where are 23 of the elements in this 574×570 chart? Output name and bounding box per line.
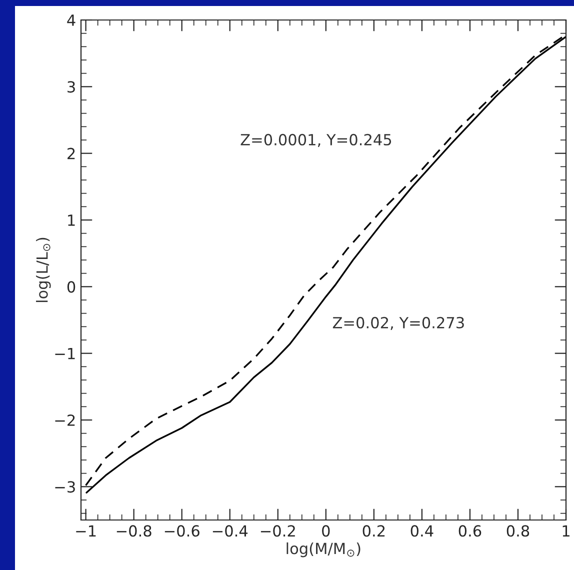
x-tick-label: −0.8 — [116, 525, 152, 537]
x-tick-label: 0.6 — [458, 525, 482, 537]
y-tick-label: 1 — [68, 214, 75, 226]
y-tick-label: −1 — [55, 348, 75, 360]
x-tick-label: 0.4 — [410, 525, 434, 537]
x-tick-label: 0.2 — [362, 525, 385, 537]
x-tick-label: 0.8 — [506, 525, 530, 537]
y-tick-label: 4 — [67, 14, 76, 26]
annotation: Z=0.02, Y=0.273 — [332, 316, 464, 330]
x-tick-label: −0.2 — [260, 525, 295, 537]
x-tick-label: −1 — [76, 525, 96, 536]
y-axis-title: log(L/L$_{⊙}$) — [36, 238, 51, 302]
x-tick-label: −0.6 — [164, 525, 200, 537]
y-tick-label: −2 — [55, 414, 75, 426]
x-axis-title: log(M/M$_{⊙}$) — [286, 542, 360, 558]
x-tick-label: −0.4 — [212, 525, 248, 537]
annotation: Z=0.0001, Y=0.245 — [240, 134, 392, 147]
x-tick-label: 1 — [562, 525, 570, 536]
y-tick-label: 3 — [68, 81, 75, 93]
y-tick-label: −3 — [55, 481, 75, 493]
y-tick-label: 2 — [68, 148, 75, 160]
y-tick-label: 0 — [67, 281, 76, 293]
x-tick-label: 0 — [322, 525, 330, 537]
